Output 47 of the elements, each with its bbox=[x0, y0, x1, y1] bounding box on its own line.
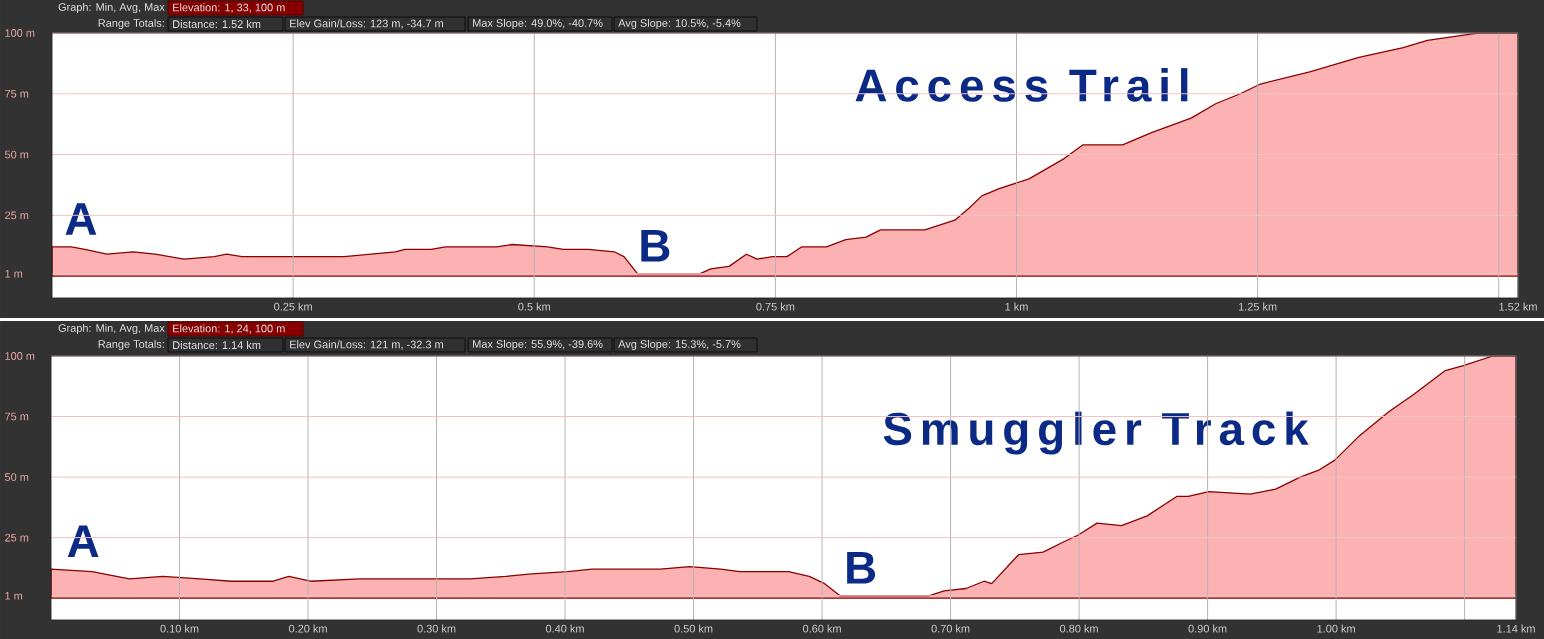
text: Access Trail bbox=[855, 68, 1188, 102]
x-tick-label: 0.25 km bbox=[274, 302, 312, 311]
x-tick-label: 1.52 km bbox=[1499, 302, 1537, 311]
x-tick-label: 1.00 km bbox=[1317, 624, 1355, 633]
y-tick-label: 100 m bbox=[5, 352, 35, 360]
text: Graph: Min, Avg, Max bbox=[58, 323, 165, 335]
text: Graph: Min, Avg, Max bbox=[58, 2, 165, 14]
text: Range Totals: bbox=[98, 18, 164, 30]
x-tick-label: 0.10 km bbox=[160, 624, 199, 633]
text: Distance: 1.52 km bbox=[173, 19, 261, 29]
x-tick-label: 0.70 km bbox=[931, 624, 970, 633]
annotation: B bbox=[847, 552, 876, 584]
text: Max Slope: 55.9%, -39.6% bbox=[473, 339, 603, 351]
text: Smuggler Track bbox=[883, 411, 1309, 455]
y-tick-label: 75 m bbox=[5, 89, 29, 98]
x-tick-label: 0.50 km bbox=[674, 624, 713, 633]
x-tick-label: 1.25 km bbox=[1238, 302, 1277, 311]
x-tick-label: 0.20 km bbox=[288, 624, 327, 633]
text: Elevation: 1, 24, 100 m bbox=[173, 324, 285, 334]
y-tick-label: 50 m bbox=[4, 473, 29, 481]
x-tick-label: 0.80 km bbox=[1060, 624, 1098, 633]
text: Elev Gain/Loss: 123 m, -34.7 m bbox=[290, 19, 443, 29]
annotation: B bbox=[641, 229, 670, 262]
x-tick-label: 1.14 km bbox=[1497, 624, 1535, 633]
y-tick-label: 1 m bbox=[5, 269, 23, 278]
x-tick-label: 0.60 km bbox=[803, 624, 841, 633]
annotation: A bbox=[65, 203, 97, 235]
text: Max Slope: 49.0%, -40.7% bbox=[473, 18, 603, 30]
y-tick-label: 50 m bbox=[4, 150, 29, 159]
text: Elevation: 1, 33, 100 m bbox=[173, 3, 285, 13]
x-tick-label: 0.90 km bbox=[1188, 624, 1227, 633]
x-tick-label: 0.75 km bbox=[756, 302, 795, 311]
text: Distance: 1.14 km bbox=[173, 340, 261, 350]
text: Avg Slope: 10.5%, -5.4% bbox=[618, 18, 741, 30]
text: Elev Gain/Loss: 121 m, -32.3 m bbox=[290, 340, 443, 350]
y-tick-label: 25 m bbox=[5, 211, 29, 220]
y-tick-label: 1 m bbox=[5, 592, 23, 600]
y-tick-label: 75 m bbox=[5, 412, 29, 421]
text: Range Totals: bbox=[98, 339, 164, 351]
x-tick-label: 0.5 km bbox=[518, 302, 550, 311]
y-tick-label: 25 m bbox=[5, 533, 29, 542]
text: Avg Slope: 15.3%, -5.7% bbox=[618, 339, 741, 351]
x-tick-label: 0.30 km bbox=[417, 624, 456, 633]
y-tick-label: 100 m bbox=[5, 29, 35, 37]
annotation: A bbox=[67, 525, 99, 557]
x-tick-label: 0.40 km bbox=[545, 624, 584, 633]
x-tick-label: 1 km bbox=[1005, 302, 1028, 311]
